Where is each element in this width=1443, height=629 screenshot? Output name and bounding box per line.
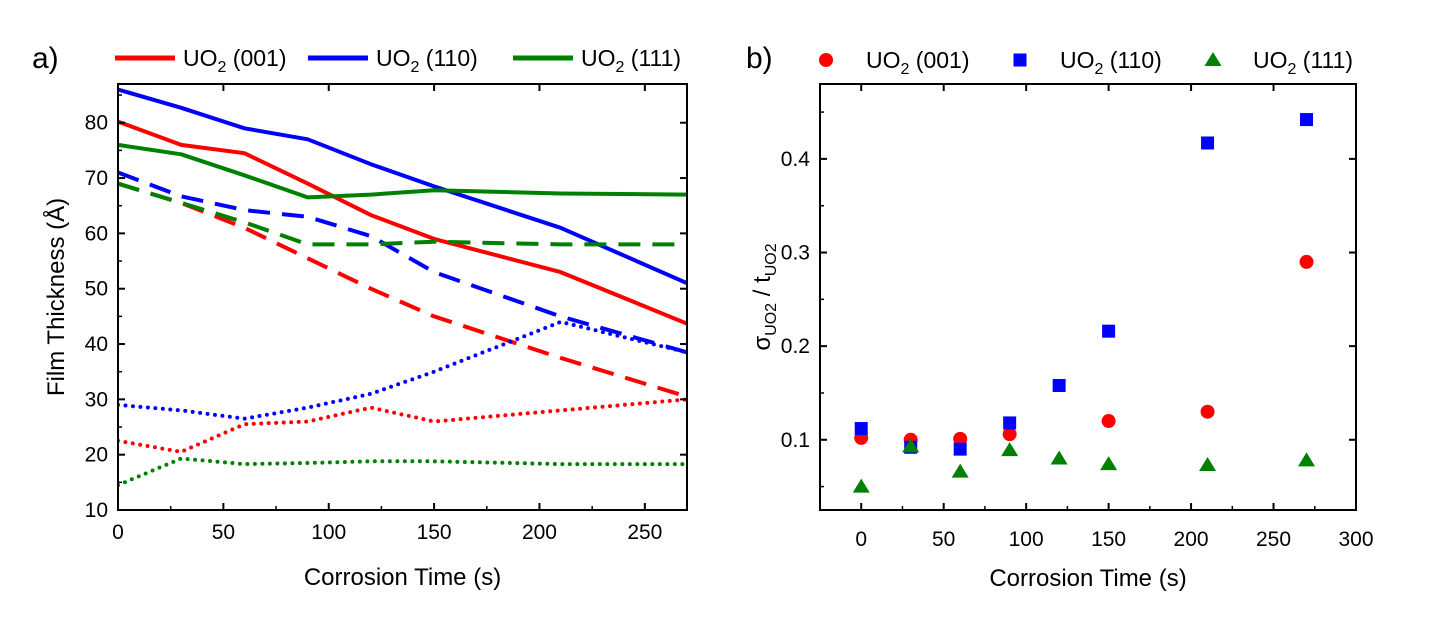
- series-line-dotted: [118, 456, 687, 488]
- x-tick-label: 100: [1009, 528, 1044, 551]
- y-tick-label: 80: [85, 112, 108, 135]
- y-tick-label: 50: [85, 278, 108, 301]
- y-tick-label: 0.1: [781, 429, 810, 452]
- x-tick-label: 250: [1256, 528, 1291, 551]
- series-line-dashed: [118, 170, 687, 355]
- x-tick-label: 150: [1091, 528, 1126, 551]
- legend-marker: [819, 53, 833, 67]
- x-tick-label: 100: [311, 521, 346, 544]
- data-point-square: [1052, 378, 1066, 392]
- data-point-square: [1201, 136, 1215, 150]
- data-point-triangle: [902, 438, 920, 453]
- y-tick-label: 20: [85, 444, 108, 467]
- data-point-triangle: [951, 463, 969, 478]
- legend-label: UO2 (111): [1253, 47, 1353, 78]
- data-point-square: [1003, 416, 1017, 430]
- x-tick-label: 300: [1338, 528, 1373, 551]
- y-tick-label: 30: [85, 388, 108, 411]
- x-tick-label: 50: [212, 521, 235, 544]
- x-tick-label: 200: [522, 521, 557, 544]
- plot-frame: [819, 83, 1357, 511]
- data-point-square: [1102, 324, 1116, 338]
- x-tick-label: 250: [627, 521, 662, 544]
- data-point-circle: [1002, 427, 1017, 442]
- data-point-circle: [1299, 254, 1314, 269]
- series-line-solid: [118, 119, 687, 326]
- legend-label: UO2 (110): [376, 45, 478, 76]
- data-point-circle: [1200, 404, 1215, 419]
- legend-marker: [1204, 52, 1222, 66]
- legend-label: UO2 (001): [866, 47, 970, 78]
- legend-label: UO2 (110): [1060, 47, 1162, 78]
- x-axis-label: Corrosion Time (s): [304, 564, 501, 591]
- data-point-circle: [953, 431, 968, 446]
- series-line-dotted: [118, 397, 687, 454]
- data-point-triangle: [1298, 452, 1316, 467]
- data-point-triangle: [1100, 456, 1118, 471]
- data-point-square: [1300, 113, 1314, 127]
- x-tick-label: 50: [932, 528, 955, 551]
- series-line-dotted: [118, 319, 687, 421]
- y-tick-label: 10: [85, 499, 108, 522]
- x-axis-label: Corrosion Time (s): [989, 565, 1186, 592]
- y-tick-label: 0.2: [781, 335, 810, 358]
- y-tick-label: 70: [85, 167, 108, 190]
- legend-label: UO2 (001): [183, 45, 287, 76]
- data-point-triangle: [1199, 457, 1217, 472]
- panel-label: a): [32, 42, 59, 75]
- legend-marker: [1013, 53, 1027, 67]
- chart-panel-a: 0 50 100 150 200 250 10 20 30 40 50 60 70 80 Corrosion…: [32, 42, 688, 591]
- y-tick-label: 0.4: [781, 148, 811, 171]
- y-tick-label: 0.3: [781, 242, 810, 265]
- data-point-triangle: [1001, 442, 1019, 457]
- data-point-circle: [1101, 414, 1116, 429]
- data-point-triangle: [1050, 450, 1068, 465]
- x-tick-label: 200: [1174, 528, 1209, 551]
- chart-panel-b: 0 50 100 150 200 250 300 0.1 0.2 0.3 0.4 Corrosion …: [746, 42, 1374, 592]
- plot-frame: [117, 83, 688, 511]
- panel-label: b): [746, 42, 773, 75]
- y-tick-label: 40: [85, 333, 108, 356]
- y-tick-label: 60: [85, 222, 108, 245]
- y-axis-label: Film Thickness (Å): [42, 198, 70, 396]
- series-line-dashed: [118, 181, 687, 247]
- data-point-square: [854, 422, 868, 436]
- x-tick-label: 0: [112, 521, 124, 544]
- x-tick-label: 0: [855, 528, 867, 551]
- series-line-solid: [118, 142, 687, 200]
- x-tick-label: 150: [417, 521, 452, 544]
- data-point-square: [953, 442, 967, 456]
- legend-label: UO2 (111): [581, 45, 681, 76]
- data-point-triangle: [852, 478, 870, 493]
- y-axis-label: σUO2 / tUO2: [749, 243, 780, 350]
- series-line-solid: [118, 87, 687, 286]
